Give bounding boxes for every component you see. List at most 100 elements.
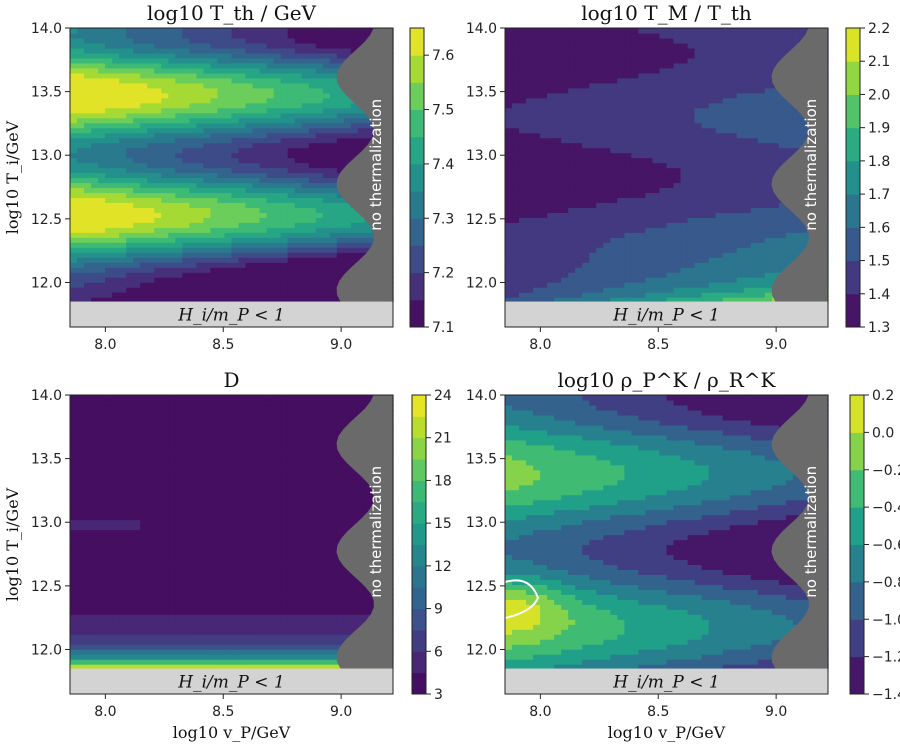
heat-cell	[666, 52, 675, 59]
heat-cell	[680, 167, 689, 174]
heat-cell	[266, 97, 275, 104]
heat-cell	[589, 92, 597, 99]
heat-cell	[140, 227, 148, 233]
heat-cell	[568, 187, 576, 194]
heat-cell	[519, 272, 527, 278]
heat-cell	[708, 177, 717, 184]
heat-cell	[568, 77, 576, 84]
heat-cell	[582, 57, 590, 64]
heat-cell	[301, 202, 310, 208]
heat-cell	[238, 282, 247, 288]
heat-cell	[252, 87, 261, 94]
heat-cell	[512, 122, 520, 129]
heat-cell	[540, 247, 548, 253]
heat-cell	[666, 247, 675, 253]
heat-cell	[273, 137, 282, 144]
heat-cell	[182, 187, 190, 194]
heat-cell	[98, 252, 106, 258]
heat-cell	[582, 287, 590, 293]
heat-cell	[708, 252, 717, 258]
heat-cell	[91, 67, 99, 74]
heat-cell	[638, 272, 647, 278]
heat-cell	[596, 28, 604, 34]
heat-cell	[666, 272, 675, 278]
heat-cell	[589, 232, 597, 238]
heat-cell	[273, 232, 282, 238]
heat-cell	[154, 152, 162, 159]
heat-cell	[540, 92, 548, 99]
heat-cell	[701, 212, 710, 218]
heat-cell	[589, 28, 597, 34]
heat-cell	[112, 182, 120, 189]
heat-cell	[357, 132, 366, 139]
heat-cell	[266, 117, 275, 124]
heat-cell	[694, 197, 703, 204]
heat-cell	[210, 237, 219, 243]
heat-cell	[245, 57, 254, 64]
heat-cell	[231, 42, 240, 49]
heat-cell	[792, 242, 801, 248]
heat-cell	[568, 87, 576, 94]
heat-cell	[357, 237, 366, 243]
heat-cell	[91, 77, 99, 84]
heat-cell	[533, 102, 541, 109]
heat-cell	[687, 82, 696, 89]
heat-cell	[694, 207, 703, 213]
heat-cell	[687, 32, 696, 39]
heat-cell	[140, 92, 148, 99]
heat-cell	[750, 282, 759, 288]
heat-cell	[701, 67, 710, 74]
heat-cell	[785, 132, 794, 139]
heat-cell	[582, 247, 590, 253]
heat-cell	[757, 112, 766, 119]
heat-cell	[210, 107, 219, 114]
heat-cell	[729, 152, 738, 159]
heat-cell	[161, 147, 169, 154]
heat-cell	[680, 247, 689, 253]
heat-cell	[729, 47, 738, 54]
heat-cell	[778, 132, 787, 139]
heat-cell	[315, 242, 324, 248]
heat-cell	[547, 47, 555, 54]
heat-cell	[119, 102, 127, 109]
heat-cell	[722, 52, 731, 59]
heat-cell	[147, 257, 155, 263]
heat-cell	[519, 262, 527, 268]
heat-cell	[224, 107, 233, 114]
heat-cell	[343, 262, 352, 268]
heat-cell	[743, 137, 752, 144]
heat-cell	[105, 232, 113, 238]
heat-cell	[526, 237, 534, 243]
colorbar-segment	[410, 136, 424, 165]
heat-cell	[161, 212, 169, 218]
heat-cell	[210, 82, 219, 89]
heat-cell	[238, 52, 247, 59]
heat-cell	[189, 28, 197, 34]
heat-cell	[294, 28, 303, 34]
heat-cell	[224, 247, 233, 253]
heat-cell	[343, 237, 352, 243]
heat-cell	[680, 37, 689, 44]
heat-cell	[91, 127, 99, 134]
heat-cell	[182, 82, 190, 89]
heat-cell	[245, 77, 254, 84]
heat-cell	[294, 42, 303, 49]
heat-cell	[603, 42, 611, 49]
colorbar-tick-label: 7.3	[432, 211, 454, 227]
heat-cell	[196, 147, 205, 154]
heat-cell	[224, 142, 233, 149]
heat-cell	[210, 37, 219, 44]
heat-cell	[105, 237, 113, 243]
chart-title: log10 T_th / GeV	[147, 1, 317, 25]
heat-cell	[645, 202, 654, 208]
heat-cell	[526, 142, 534, 149]
heat-cell	[631, 252, 640, 258]
heat-cell	[596, 57, 604, 64]
heat-cell	[764, 202, 773, 208]
heat-cell	[245, 267, 254, 273]
heat-cell	[582, 107, 590, 114]
heat-cell	[196, 297, 205, 303]
heat-cell	[126, 87, 134, 94]
heat-cell	[119, 112, 127, 119]
heat-cell	[757, 82, 766, 89]
